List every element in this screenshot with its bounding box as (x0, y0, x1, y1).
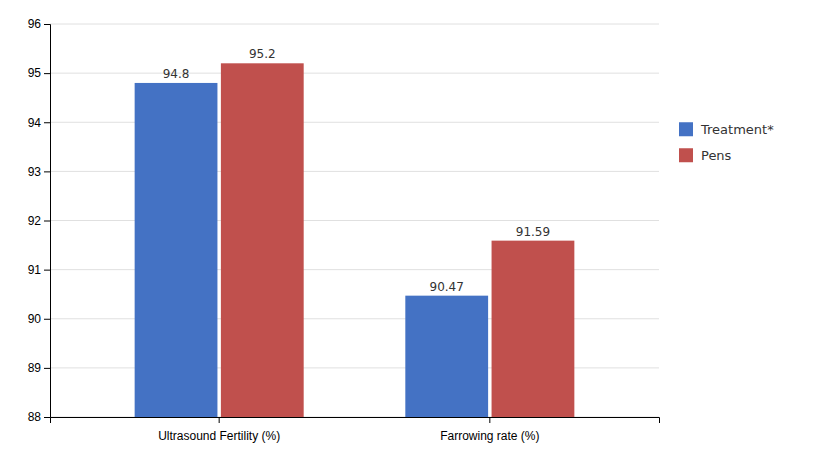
y-tick: 96 (28, 17, 50, 31)
data-labels: 94.8 90.47 95.2 91.59 (163, 47, 550, 293)
legend-item: Treatment* (679, 122, 774, 137)
bar (492, 241, 575, 417)
data-label: 95.2 (249, 47, 276, 61)
legend-item: Pens (679, 148, 732, 163)
legend-swatch (679, 122, 693, 136)
y-tick: 94 (28, 116, 50, 130)
x-tick-mark (489, 417, 490, 423)
legend-swatch (679, 148, 693, 162)
legend-label: Pens (701, 148, 732, 163)
data-label: 90.47 (430, 280, 464, 294)
y-tick-label: 88 (28, 410, 42, 424)
y-tick: 89 (28, 361, 50, 375)
y-tick-mark (44, 73, 50, 74)
y-tick-mark (44, 24, 50, 25)
bar (221, 63, 304, 417)
grid-line (50, 24, 659, 25)
x-axis: Ultrasound Fertility (%) Farrowing rate (… (51, 417, 660, 443)
y-tick: 88 (28, 410, 50, 424)
y-tick-label: 92 (28, 214, 42, 228)
x-tick-label: Ultrasound Fertility (%) (158, 429, 280, 443)
y-axis: 88 89 90 91 92 93 94 95 96 (28, 17, 51, 424)
bar (405, 296, 488, 417)
y-tick: 92 (28, 214, 50, 228)
y-tick-label: 90 (28, 312, 42, 326)
y-tick: 95 (28, 66, 50, 80)
y-tick-label: 93 (28, 165, 42, 179)
y-tick-mark (44, 122, 50, 123)
y-tick-label: 96 (28, 17, 42, 31)
y-tick: 90 (28, 312, 50, 326)
data-label: 91.59 (516, 225, 550, 239)
data-label: 94.8 (163, 67, 190, 81)
bars (135, 63, 575, 417)
x-tick-label: Farrowing rate (%) (440, 429, 539, 443)
chart: 94.8 90.47 95.2 91.59 88 89 90 91 92 93 94 95 96 Ultr… (0, 0, 819, 461)
x-tick: Ultrasound Fertility (%) (158, 417, 280, 443)
y-tick-mark (44, 319, 50, 320)
plot: 94.8 90.47 95.2 91.59 88 89 90 91 92 93 94 95 96 Ultr… (28, 17, 660, 461)
y-tick-label: 94 (28, 116, 42, 130)
y-axis-line (44, 25, 51, 418)
y-tick: 91 (28, 263, 50, 277)
grid-line (50, 73, 659, 74)
y-tick-mark (44, 417, 50, 418)
y-tick-label: 89 (28, 361, 42, 375)
x-axis-line (51, 418, 660, 424)
legend: Treatment* Pens (679, 122, 774, 163)
x-tick: Farrowing rate (%) (440, 417, 539, 443)
y-tick-mark (44, 171, 50, 172)
y-tick-label: 95 (28, 66, 42, 80)
y-tick-mark (44, 221, 50, 222)
y-tick-mark (44, 368, 50, 369)
x-tick-mark (219, 417, 220, 423)
y-tick-mark (44, 270, 50, 271)
bar (135, 83, 218, 417)
y-tick: 93 (28, 165, 50, 179)
legend-label: Treatment* (700, 122, 774, 137)
y-tick-label: 91 (28, 263, 42, 277)
